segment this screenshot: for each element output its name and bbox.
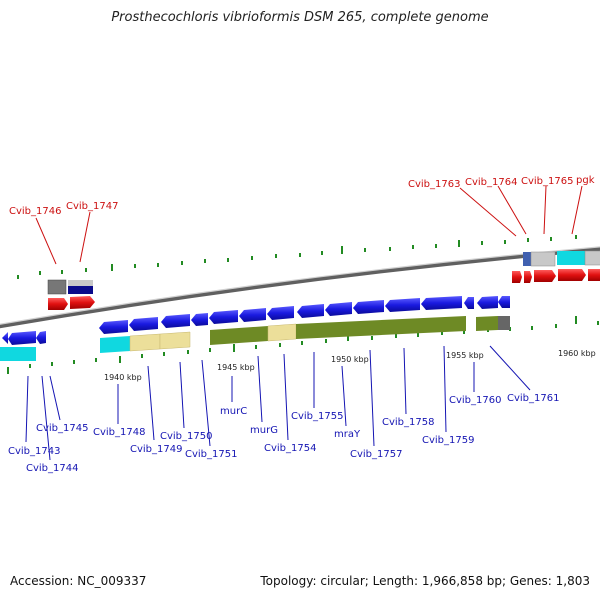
gene-label-cvib-1743[interactable]: Cvib_1743 [8, 446, 60, 457]
gene-label-murC[interactable]: murC [220, 406, 247, 417]
gene-arrow-cvib-1751[interactable] [191, 313, 208, 326]
feature-track-khaki [267, 323, 297, 342]
kbp-label-1945: 1945 kbp [217, 363, 255, 372]
gene-label-murG[interactable]: murG [250, 425, 278, 436]
kbp-label-1950: 1950 kbp [331, 355, 369, 364]
feature-track-cyan [557, 251, 585, 265]
leader-lines-bottom [25, 345, 531, 461]
gene-arrow-murG[interactable] [239, 308, 266, 322]
gene-arrow-cvib-1748[interactable] [99, 320, 128, 334]
upper-tick-arc [17, 235, 577, 279]
genome-title: Prosthecochloris vibrioformis DSM 265, c… [111, 10, 489, 25]
gene-arrow-cvib-1757[interactable] [353, 300, 384, 314]
gene-arrow-partial[interactable] [588, 269, 600, 281]
gene-label-cvib-1761[interactable]: Cvib_1761 [507, 393, 559, 404]
accession-text: Accession: NC_009337 [10, 574, 147, 588]
feature-track-gray [530, 251, 556, 267]
feature-track-lower [0, 316, 510, 361]
gene-label-cvib-1755[interactable]: Cvib_1755 [291, 411, 343, 422]
gene-arrow-cvib-1745[interactable] [36, 331, 46, 344]
gene-arrow-cvib-1761[interactable] [477, 296, 498, 309]
feature-track-khaki [129, 333, 161, 352]
gene-arrow-murC[interactable] [209, 310, 238, 324]
gene-label-cvib-1754[interactable]: Cvib_1754 [264, 443, 316, 454]
gene-label-cvib-1760[interactable]: Cvib_1760 [449, 395, 501, 406]
gene-label-mraY[interactable]: mraY [334, 429, 361, 440]
genome-summary-text: Topology: circular; Length: 1,966,858 bp… [260, 574, 590, 588]
gene-label-cvib-1763[interactable]: Cvib_1763 [408, 179, 460, 190]
kbp-label-1960: 1960 kbp [558, 349, 596, 358]
gene-label-cvib-1765[interactable]: Cvib_1765 [521, 176, 573, 187]
gene-label-cvib-1749[interactable]: Cvib_1749 [130, 444, 182, 455]
gene-label-cvib-1751[interactable]: Cvib_1751 [185, 449, 237, 460]
feature-track-khaki [159, 331, 191, 350]
gene-arrow-cvib-1764[interactable] [524, 271, 532, 283]
gene-arrow-cvib-1758[interactable] [385, 298, 420, 312]
gene-arrow-cvib-1755[interactable] [297, 304, 324, 318]
gene-label-cvib-1759[interactable]: Cvib_1759 [422, 435, 474, 446]
gene-arrow-cvib-1754[interactable] [267, 306, 294, 320]
gene-label-pgk[interactable]: pgk [576, 175, 595, 186]
feature-track-gray [47, 279, 67, 295]
gene-features-upper-right [512, 250, 600, 283]
gene-arrow-cvib-1747[interactable] [70, 296, 95, 309]
feature-track-blue [523, 252, 531, 266]
gene-arrow-pgk[interactable] [558, 269, 586, 281]
gene-arrow-cvib-1744[interactable] [8, 331, 36, 345]
gene-arrow-cvib-1765[interactable] [534, 270, 556, 282]
gene-label-cvib-1748[interactable]: Cvib_1748 [93, 427, 145, 438]
kbp-label-1955: 1955 kbp [446, 351, 484, 360]
leader-lines-top [35, 185, 583, 265]
kbp-label-1940: 1940 kbp [104, 373, 142, 382]
gene-label-cvib-1757[interactable]: Cvib_1757 [350, 449, 402, 460]
gene-label-cvib-1744[interactable]: Cvib_1744 [26, 463, 78, 474]
gene-label-cvib-1758[interactable]: Cvib_1758 [382, 417, 434, 428]
gene-label-cvib-1747[interactable]: Cvib_1747 [66, 201, 118, 212]
gene-label-cvib-1750[interactable]: Cvib_1750 [160, 431, 212, 442]
gene-arrow-cvib-1760[interactable] [464, 297, 474, 309]
gene-arrow-mraY[interactable] [325, 302, 352, 316]
feature-track-gray [68, 280, 93, 286]
genome-backbone [0, 246, 600, 329]
gene-arrow-cvib-1759[interactable] [421, 296, 462, 310]
feature-track-olive [210, 326, 268, 345]
feature-track-olive [296, 316, 466, 339]
feature-track-gray [498, 316, 510, 330]
gene-arrows-lower [2, 296, 510, 345]
feature-track-olive [476, 316, 498, 331]
gene-arrow-cvib-1763[interactable] [512, 271, 522, 283]
gene-arrow-cvib-1749[interactable] [129, 317, 158, 331]
gene-features-upper-left [47, 279, 95, 310]
gene-arrow-cvib-1750[interactable] [161, 314, 190, 328]
gene-arrow-cvib-1746[interactable] [48, 298, 68, 310]
gene-label-cvib-1764[interactable]: Cvib_1764 [465, 177, 517, 188]
gene-label-cvib-1745[interactable]: Cvib_1745 [36, 423, 88, 434]
gene-arrow-partial[interactable] [498, 296, 510, 308]
feature-track-navy [68, 286, 93, 294]
feature-track-cyan [0, 347, 36, 361]
feature-track-cyan [100, 336, 130, 353]
feature-track-gray [584, 250, 600, 266]
gene-label-cvib-1746[interactable]: Cvib_1746 [9, 206, 61, 217]
gene-arrow-cvib-1743[interactable] [2, 332, 8, 344]
